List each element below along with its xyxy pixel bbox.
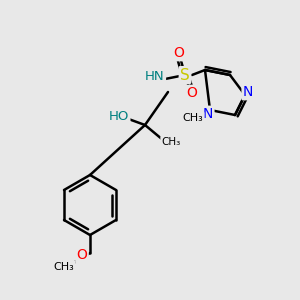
Text: O: O bbox=[76, 248, 87, 262]
Text: HO: HO bbox=[109, 110, 129, 124]
Text: O: O bbox=[174, 46, 184, 60]
Text: N: N bbox=[243, 85, 253, 99]
Text: CH₃: CH₃ bbox=[54, 262, 74, 272]
Text: CH₃: CH₃ bbox=[183, 113, 203, 123]
Text: O: O bbox=[187, 86, 197, 100]
Text: CH₃: CH₃ bbox=[161, 137, 181, 147]
Text: N: N bbox=[203, 107, 213, 121]
Text: S: S bbox=[180, 68, 190, 82]
Text: HN: HN bbox=[145, 70, 165, 83]
